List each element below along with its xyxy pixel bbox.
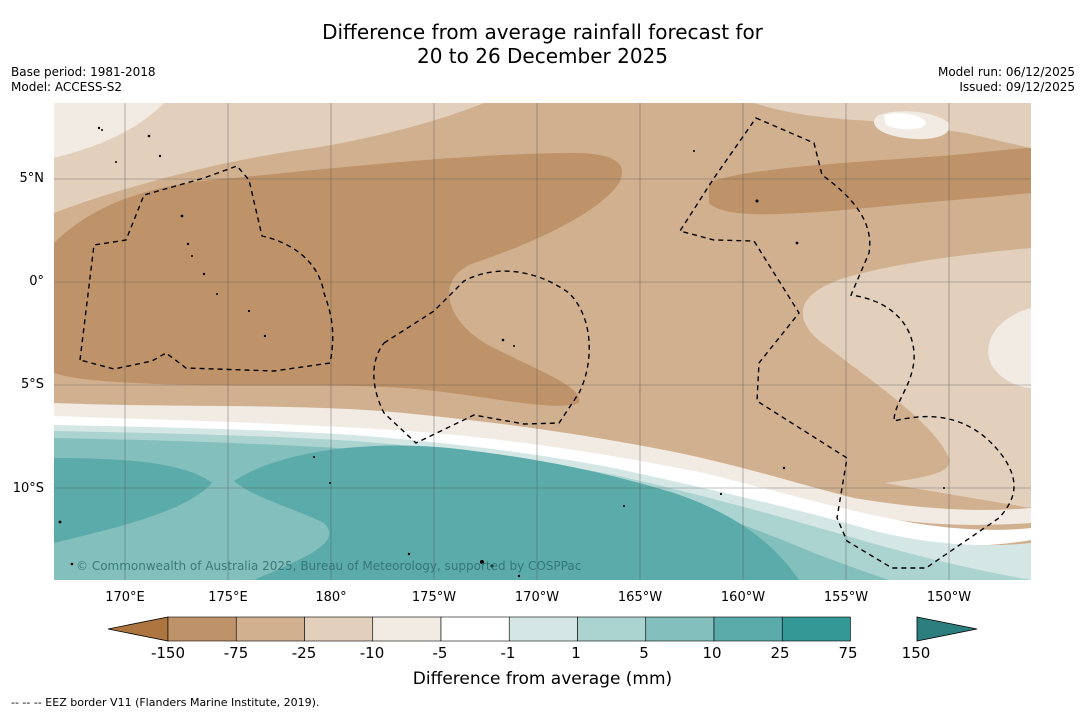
colorbar-segment (235, 616, 305, 642)
colorbar-segments (167, 616, 851, 642)
lon-label-175w: 175°W (411, 590, 457, 605)
colorbar-segment (713, 616, 783, 642)
colorbar-segment (440, 616, 510, 642)
meta-right: Model run: 06/12/2025 Issued: 09/12/2025 (938, 65, 1075, 95)
dark-brown-west (54, 153, 622, 406)
eez-west (79, 165, 334, 372)
title-line-2: 20 to 26 December 2025 (416, 44, 668, 68)
lon-label-150w: 150°W (926, 590, 972, 605)
pale-east-patch (988, 308, 1031, 388)
issued-date: Issued: 09/12/2025 (959, 80, 1075, 94)
dark-brown-east (709, 148, 1031, 215)
colorbar-segment (167, 616, 237, 642)
cb-tick: 1 (571, 644, 581, 662)
light-brown-east (802, 248, 1031, 508)
cb-tick: -150 (150, 644, 186, 662)
colorbar-segment (577, 616, 647, 642)
title-line-1: Difference from average rainfall forecas… (322, 20, 763, 44)
colorbar-segment (781, 616, 851, 642)
lat-label-5n: 5°N (19, 171, 45, 186)
colorbar-arrow-left (108, 616, 169, 642)
model-name: Model: ACCESS-S2 (11, 80, 123, 94)
cb-tick: 25 (770, 644, 790, 662)
colorbar-segment (304, 616, 374, 642)
lon-label-180: 180° (315, 590, 347, 605)
rainfall-map (54, 103, 1031, 580)
lon-label-170w: 170°W (514, 590, 560, 605)
graticule (54, 103, 1031, 580)
colorbar-segment (645, 616, 715, 642)
cb-tick: 5 (639, 644, 649, 662)
islands (58, 126, 945, 578)
colorbar-segment (372, 616, 442, 642)
model-run: Model run: 06/12/2025 (937, 65, 1075, 79)
lat-label-5s: 5°S (20, 377, 44, 392)
meta-left: Base period: 1981-2018 Model: ACCESS-S2 (11, 65, 156, 95)
cb-tick: -25 (291, 644, 317, 662)
cb-tick: -1 (500, 644, 516, 662)
lon-label-155w: 155°W (823, 590, 869, 605)
colorbar-title: Difference from average (mm) (412, 669, 673, 689)
cb-tick: 10 (702, 644, 722, 662)
teal-dark-central (234, 445, 799, 580)
eez-east (678, 117, 1015, 569)
map-canvas (54, 103, 1031, 580)
cb-tick: -75 (223, 644, 249, 662)
eez-note: -- -- -- EEZ border V11 (Flanders Marine… (11, 696, 320, 709)
lon-label-165w: 165°W (617, 590, 663, 605)
cb-tick: 75 (838, 644, 858, 662)
base-period: Base period: 1981-2018 (11, 65, 156, 79)
eez-borders (79, 117, 1015, 569)
lat-label-0: 0° (29, 274, 44, 289)
colorbar-arrow-right (916, 616, 978, 642)
white-north-patch (884, 113, 926, 130)
lat-label-10s: 10°S (12, 481, 44, 496)
pale-nw (54, 103, 164, 158)
cb-tick: -10 (359, 644, 385, 662)
lon-label-175e: 175°E (208, 590, 248, 605)
lon-label-170e: 170°E (105, 590, 145, 605)
cb-tick: -5 (432, 644, 448, 662)
eez-central (373, 270, 590, 444)
light-brown-ne (754, 103, 1031, 148)
copyright-notice: © Commonwealth of Australia 2025, Bureau… (76, 559, 582, 573)
cb-tick: 150 (901, 644, 931, 662)
map-title: Difference from average rainfall forecas… (0, 20, 1085, 68)
light-brown-north (54, 103, 1031, 213)
teal-dark-west (54, 458, 212, 543)
colorbar-segment (508, 616, 578, 642)
lon-label-160w: 160°W (720, 590, 766, 605)
colorbar (108, 616, 978, 642)
